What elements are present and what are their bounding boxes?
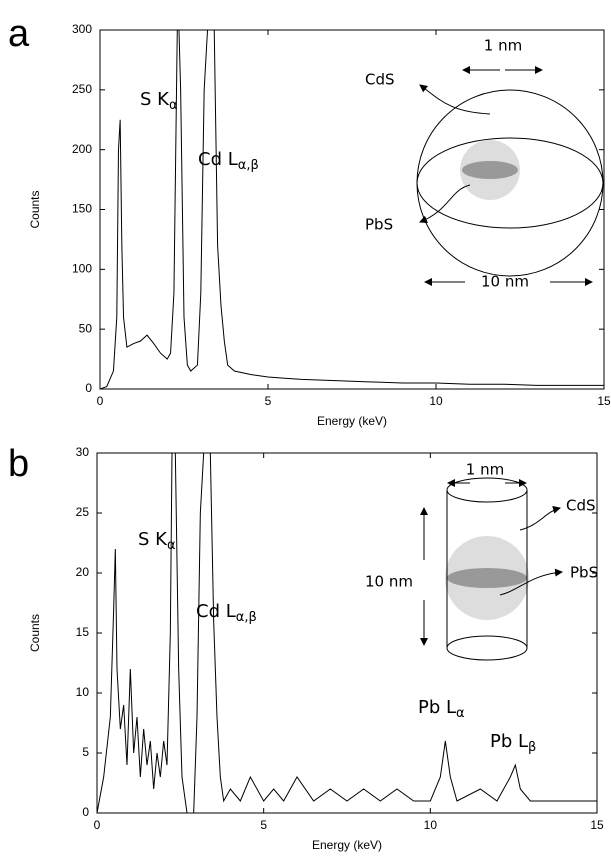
inset-label: 10 nm	[365, 573, 413, 591]
peak-label: Pb Lα	[418, 697, 465, 721]
peak-label-sub: α,β	[238, 158, 259, 173]
y-tick-label: 10	[76, 685, 90, 699]
inset-a	[416, 66, 604, 286]
x-axis-label: Energy (keV)	[312, 838, 382, 852]
x-tick-label: 10	[424, 818, 438, 832]
peak-label-text: Cd L	[198, 149, 238, 170]
peak-label-sub: α,β	[236, 610, 257, 625]
panel-letter: a	[8, 13, 30, 55]
inset-label: PbS	[570, 564, 598, 582]
inset-label: 1 nm	[484, 37, 522, 55]
inset-label: 1 nm	[466, 461, 504, 479]
y-tick-label: 20	[76, 565, 90, 579]
y-tick-label: 30	[76, 445, 90, 459]
peak-label: Cd Lα,β	[198, 149, 259, 173]
x-tick-label: 5	[260, 818, 267, 832]
y-tick-label: 0	[85, 381, 92, 395]
peak-label-sub: β	[528, 740, 536, 755]
peak-label-text: S K	[140, 89, 170, 110]
y-axis-label: Counts	[28, 190, 42, 228]
x-tick-label: 5	[265, 394, 272, 408]
peak-label: Pb Lβ	[490, 731, 536, 755]
x-tick-label: 15	[590, 818, 604, 832]
y-tick-label: 15	[76, 625, 90, 639]
y-tick-label: 5	[82, 745, 89, 759]
peak-label-text: Pb L	[418, 697, 456, 718]
peak-label: S Kα	[138, 529, 176, 553]
peak-label-sub: α	[169, 98, 178, 113]
y-tick-label: 100	[72, 262, 92, 276]
spectrum-line	[100, 30, 604, 389]
y-tick-label: 200	[72, 142, 92, 156]
inset-label: CdS	[365, 71, 395, 89]
peak-label: S Kα	[140, 89, 178, 113]
inset-b	[420, 477, 563, 661]
x-tick-label: 10	[429, 394, 443, 408]
y-tick-label: 150	[72, 202, 92, 216]
peak-label-text: Cd L	[196, 601, 236, 622]
x-tick-label: 0	[94, 818, 101, 832]
y-tick-label: 300	[72, 22, 92, 36]
peak-label: Cd Lα,β	[196, 601, 257, 625]
y-tick-label: 250	[72, 82, 92, 96]
inset-label: CdS	[566, 497, 596, 515]
y-tick-label: 0	[82, 805, 89, 819]
peak-label-sub: α	[167, 538, 176, 553]
peak-label-text: Pb L	[490, 731, 528, 752]
y-tick-label: 25	[76, 505, 90, 519]
x-tick-label: 15	[597, 394, 611, 408]
y-axis-label: Counts	[28, 614, 42, 652]
y-tick-label: 50	[79, 321, 93, 335]
peak-label-sub: α	[456, 706, 465, 721]
spectrum-line	[97, 453, 597, 813]
inset-label: PbS	[365, 216, 393, 234]
panel-letter: b	[8, 443, 29, 485]
x-axis-label: Energy (keV)	[317, 414, 387, 428]
x-tick-label: 0	[97, 394, 104, 408]
plot-frame	[99, 29, 605, 390]
inset-label: 10 nm	[481, 273, 529, 291]
peak-label-text: S K	[138, 529, 168, 550]
